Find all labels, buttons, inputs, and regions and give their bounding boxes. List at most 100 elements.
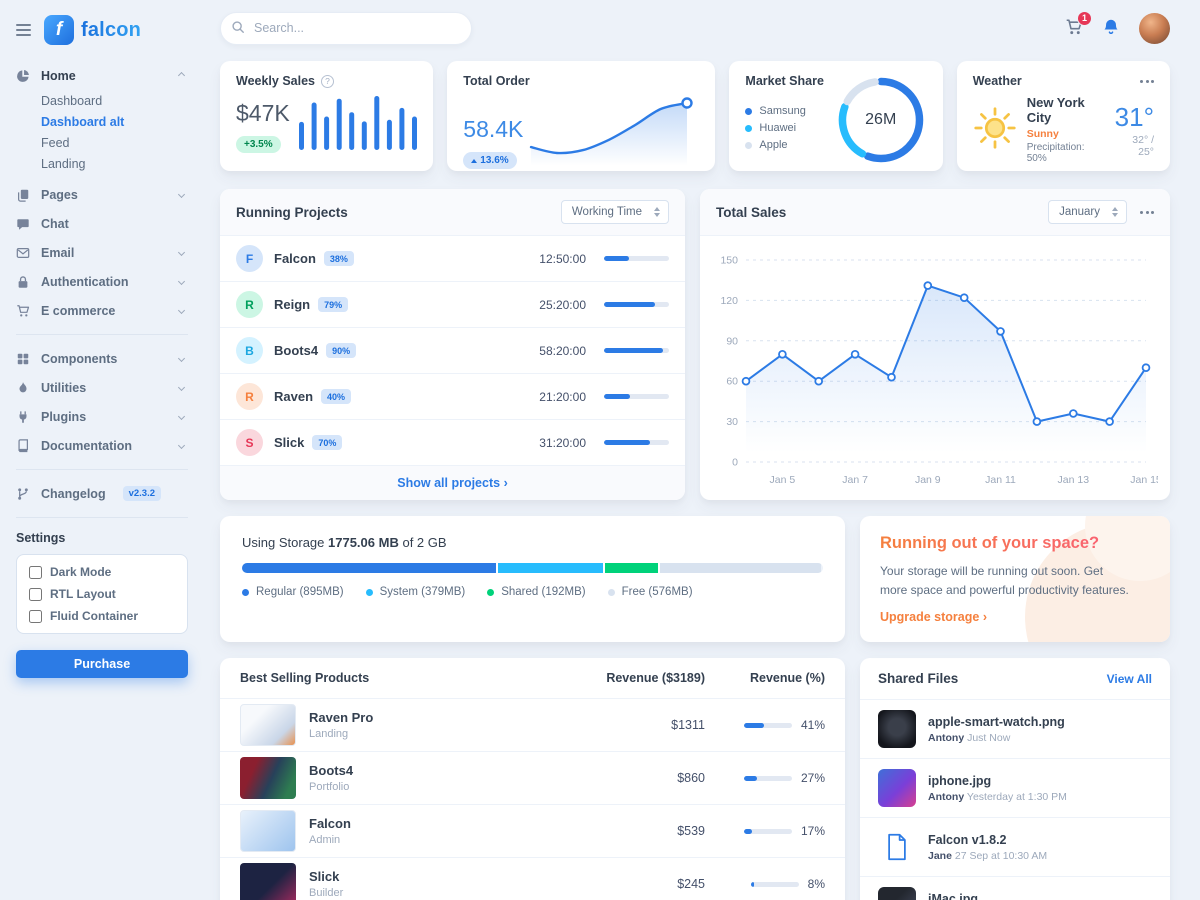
sidebar-item-landing[interactable]: Landing — [41, 157, 86, 171]
legend-item: Samsung — [745, 105, 806, 117]
storage-segment — [495, 563, 604, 573]
sidebar-item-changelog[interactable]: Changelog v2.3.2 — [16, 479, 188, 508]
card-title: Market Share — [745, 74, 824, 88]
svg-text:30: 30 — [726, 416, 738, 428]
product-name[interactable]: Raven Pro — [309, 710, 374, 726]
product-thumbnail — [240, 863, 296, 900]
search-box — [220, 11, 472, 45]
dark-mode-label: Dark Mode — [50, 565, 112, 579]
sidebar-divider — [16, 334, 188, 335]
card-title: Weather — [972, 74, 1022, 88]
product-name[interactable]: Falcon — [309, 816, 351, 832]
card-title: Weekly Sales — [236, 74, 315, 88]
svg-text:Jan 15: Jan 15 — [1130, 474, 1158, 486]
month-select[interactable]: January — [1048, 200, 1127, 224]
project-name[interactable]: Slick — [274, 435, 305, 450]
sidebar-item-ecommerce[interactable]: E commerce — [16, 296, 188, 325]
upgrade-storage-link[interactable]: Upgrade storage › — [880, 610, 987, 625]
sidebar-item-components[interactable]: Components — [16, 344, 188, 373]
upgrade-space-card: Running out of your space? Your storage … — [860, 516, 1170, 643]
project-progress — [604, 394, 669, 399]
sidebar-item-home[interactable]: Home — [16, 61, 188, 90]
fluid-container-toggle-row: Fluid Container — [29, 609, 175, 623]
sidebar-item-chat[interactable]: Chat — [16, 209, 188, 238]
info-icon[interactable]: ? — [321, 74, 334, 88]
chart-pie-icon — [16, 69, 31, 83]
sidebar-item-documentation[interactable]: Documentation — [16, 431, 188, 460]
sidebar-item-label: Changelog — [41, 486, 106, 501]
search-input[interactable] — [220, 11, 472, 45]
mid-row: Running Projects Working Time F Falcon 3… — [220, 189, 1170, 500]
total-sales-card: Total Sales January 0 30 60 90 120 150 Jan 5 Ja… — [700, 189, 1170, 500]
chevron-down-icon — [177, 306, 186, 315]
file-name[interactable]: iphone.jpg — [928, 773, 992, 788]
card-title: Running Projects — [236, 204, 348, 220]
dark-mode-checkbox[interactable] — [29, 565, 42, 579]
project-percent-badge: 79% — [318, 297, 349, 312]
rtl-layout-checkbox[interactable] — [29, 587, 42, 601]
file-name[interactable]: iMac.jpg — [928, 891, 979, 900]
svg-text:Jan 13: Jan 13 — [1058, 474, 1090, 486]
sidebar-item-feed[interactable]: Feed — [41, 136, 70, 150]
sidebar-nav: Home Dashboard Dashboard alt Feed Landin… — [16, 61, 188, 508]
project-row-falcon: F Falcon 38% 12:50:00 — [220, 236, 685, 281]
notifications-button[interactable] — [1102, 18, 1120, 39]
version-badge: v2.3.2 — [122, 486, 162, 501]
file-name[interactable]: Falcon v1.8.2 — [928, 832, 1007, 847]
weather-temperature: 31° — [1114, 101, 1154, 132]
project-name[interactable]: Reign — [274, 297, 311, 312]
menu-icon[interactable] — [16, 21, 31, 39]
project-name[interactable]: Falcon — [274, 251, 316, 266]
file-row-apple-smart-watch: apple-smart-watch.png Antony Just Now — [860, 700, 1170, 758]
file-row-falcon-release: Falcon v1.8.2 Jane 27 Sep at 10:30 AM — [860, 817, 1170, 876]
product-name[interactable]: Slick — [309, 869, 340, 885]
sidebar-item-authentication[interactable]: Authentication — [16, 267, 188, 296]
sidebar-divider — [16, 517, 188, 518]
market-share-card: Market Share Samsung Huawei Apple 26M — [729, 61, 943, 171]
sidebar-item-plugins[interactable]: Plugins — [16, 402, 188, 431]
sidebar-item-dashboard-alt[interactable]: Dashboard alt — [41, 115, 125, 129]
user-avatar[interactable] — [1139, 12, 1170, 44]
project-row-raven: R Raven 40% 21:20:00 — [220, 373, 685, 419]
card-title: Total Sales — [716, 204, 787, 220]
project-name[interactable]: Raven — [274, 389, 314, 404]
file-thumbnail — [878, 887, 916, 900]
file-name[interactable]: apple-smart-watch.png — [928, 714, 1065, 729]
sidebar-item-label: Plugins — [41, 409, 87, 424]
select-arrows-icon — [654, 207, 660, 217]
fluid-container-checkbox[interactable] — [29, 609, 42, 623]
sidebar-header: f falcon — [16, 15, 188, 45]
product-row-falcon: Falcon Admin $539 17% — [220, 804, 845, 857]
space-promo-body: Your storage will be running out soon. G… — [880, 564, 1129, 597]
sidebar-item-pages[interactable]: Pages — [16, 180, 188, 209]
brand-logo[interactable]: f falcon — [44, 15, 141, 45]
project-percent-badge: 38% — [323, 251, 354, 266]
project-progress — [604, 348, 669, 353]
product-category: Portfolio — [309, 781, 350, 794]
project-name[interactable]: Boots4 — [274, 343, 319, 358]
show-all-projects-link[interactable]: Show all projects › — [397, 476, 508, 490]
sidebar-item-label: Utilities — [41, 380, 87, 395]
purchase-button[interactable]: Purchase — [16, 650, 188, 678]
svg-text:Jan 11: Jan 11 — [985, 474, 1016, 486]
sidebar-item-email[interactable]: Email — [16, 238, 188, 267]
product-thumbnail — [240, 757, 296, 800]
ellipsis-menu-icon[interactable] — [1140, 207, 1154, 218]
ellipsis-menu-icon[interactable] — [1140, 76, 1154, 87]
product-name[interactable]: Boots4 — [309, 763, 354, 779]
project-progress — [604, 440, 669, 445]
sidebar-item-label: Email — [41, 245, 75, 260]
cart-button[interactable]: 1 — [1065, 10, 1092, 39]
project-row-boots4: B Boots4 90% 58:20:00 — [220, 327, 685, 373]
file-row-iphone: iphone.jpg Antony Yesterday at 1:30 PM — [860, 758, 1170, 817]
sidebar-item-dashboard[interactable]: Dashboard — [41, 94, 103, 108]
project-avatar: R — [236, 383, 263, 410]
project-time: 31:20:00 — [539, 435, 586, 450]
project-time: 25:20:00 — [539, 297, 586, 312]
svg-text:60: 60 — [726, 376, 738, 388]
project-percent-badge: 70% — [312, 435, 343, 450]
legend-item: Regular (895MB) — [242, 586, 344, 598]
sidebar-item-utilities[interactable]: Utilities — [16, 373, 188, 402]
view-all-link[interactable]: View All — [1106, 671, 1152, 686]
working-time-select[interactable]: Working Time — [560, 200, 669, 224]
